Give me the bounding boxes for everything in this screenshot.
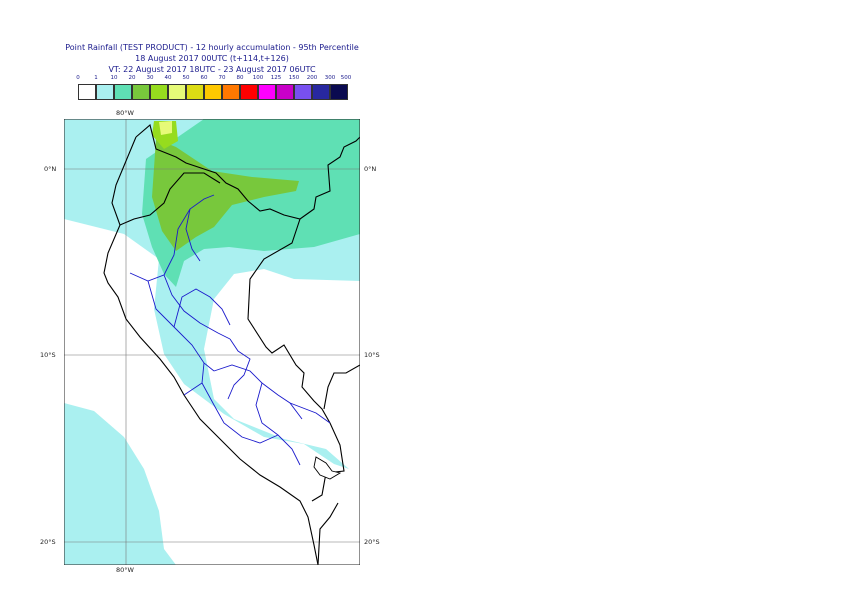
rainfall-map — [64, 119, 360, 565]
legend-label: 60 — [200, 75, 208, 81]
legend-label: 10 — [110, 75, 118, 81]
legend-label: 150 — [288, 75, 300, 81]
map-subtitle-run: 18 August 2017 00UTC (t+114,t+126) — [135, 54, 289, 63]
legend-label: 20 — [128, 75, 136, 81]
coastline — [103, 136, 319, 565]
map-subtitle-validity: VT: 22 August 2017 18UTC - 23 August 201… — [108, 65, 316, 74]
lat-label-left: 10°S — [40, 351, 56, 359]
region-boundary — [183, 382, 203, 396]
map-title: Point Rainfall (TEST PRODUCT) - 12 hourl… — [65, 43, 359, 52]
chile-border — [317, 502, 339, 565]
region-boundary — [185, 208, 201, 262]
peru-northern-border — [119, 172, 221, 226]
region-boundary — [147, 280, 215, 372]
legend-swatch — [330, 84, 348, 100]
legend-label: 30 — [146, 75, 154, 81]
legend-swatch — [240, 84, 258, 100]
lat-label-left: 0°N — [44, 165, 57, 173]
legend-swatch — [78, 84, 96, 100]
lake-titicaca — [313, 456, 342, 480]
legend-label: 100 — [252, 75, 264, 81]
region-boundary — [129, 272, 231, 340]
ecuador-border — [135, 124, 360, 220]
lon-label-top: 80°W — [116, 109, 134, 117]
region-boundary — [289, 402, 331, 424]
region-boundary — [255, 382, 301, 466]
region-boundary — [227, 338, 251, 400]
bolivia-border — [323, 364, 360, 410]
region-boundaries — [129, 194, 331, 466]
legend-label: 0 — [76, 75, 80, 81]
region-boundary — [173, 288, 231, 328]
legend-label: 500 — [340, 75, 352, 81]
legend-label: 125 — [270, 75, 282, 81]
legend-swatch — [186, 84, 204, 100]
lat-label-right: 10°S — [364, 351, 380, 359]
legend-swatch — [312, 84, 330, 100]
lat-label-right: 0°N — [364, 165, 377, 173]
lon-label-bottom: 80°W — [116, 566, 134, 574]
region-boundary — [163, 194, 215, 276]
graticule — [64, 119, 360, 565]
legend-label: 1 — [94, 75, 98, 81]
rain-area-peak — [159, 121, 172, 135]
rain-area-light — [64, 403, 176, 565]
legend-swatch — [294, 84, 312, 100]
legend-label: 300 — [324, 75, 336, 81]
legend-label: 70 — [218, 75, 226, 81]
legend-swatch — [204, 84, 222, 100]
country-borders — [103, 124, 360, 565]
legend-swatch — [132, 84, 150, 100]
lat-label-left: 20°S — [40, 538, 56, 546]
legend-swatch — [258, 84, 276, 100]
legend-swatch — [150, 84, 168, 100]
legend-swatch — [114, 84, 132, 100]
legend-label: 80 — [236, 75, 244, 81]
legend-swatch — [168, 84, 186, 100]
peru-brazil-border — [247, 218, 345, 502]
legend-label: 50 — [182, 75, 190, 81]
rain-area-heavy — [152, 139, 299, 251]
legend-swatch — [96, 84, 114, 100]
legend-label: 40 — [164, 75, 172, 81]
lat-label-right: 20°S — [364, 538, 380, 546]
legend-swatch — [276, 84, 294, 100]
legend-label: 200 — [306, 75, 318, 81]
legend-swatch — [222, 84, 240, 100]
